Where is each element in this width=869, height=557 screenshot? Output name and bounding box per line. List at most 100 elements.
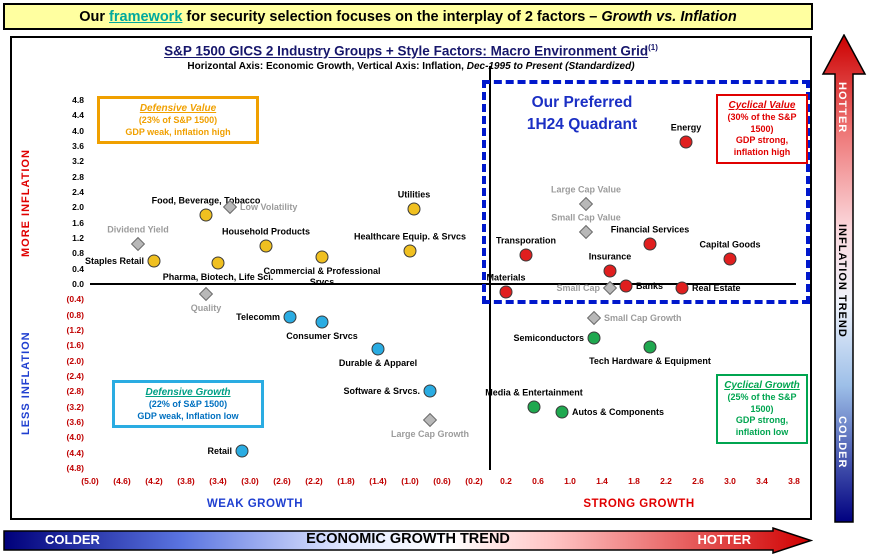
economic-growth-trend-bar: COLDER ECONOMIC GROWTH TREND HOTTER bbox=[3, 527, 813, 554]
inflation-gradient-arrow bbox=[821, 34, 867, 523]
y-tick-label: (0.4) bbox=[66, 294, 84, 305]
label-commercial-professional-srvcs: Commercial & Professional Srvcs bbox=[263, 266, 381, 287]
x-tick-label: (0.6) bbox=[433, 476, 451, 486]
y-tick-label: (3.6) bbox=[66, 416, 84, 427]
label-telecomm: Telecomm bbox=[236, 311, 280, 322]
x-tick-label: 1.4 bbox=[596, 476, 608, 486]
y-tick-label: 2.8 bbox=[72, 171, 84, 182]
x-tick-label: 3.8 bbox=[788, 476, 800, 486]
x-tick-label: (1.0) bbox=[401, 476, 419, 486]
point-energy bbox=[679, 135, 693, 149]
point-tech-hardware-equipment bbox=[643, 340, 657, 354]
point-consumer-srvcs bbox=[315, 315, 329, 329]
right-bar-colder-label: COLDER bbox=[836, 416, 848, 469]
defensive-growth-title: Defensive Growth bbox=[145, 387, 231, 398]
x-tick-label: 0.6 bbox=[532, 476, 544, 486]
point-banks bbox=[619, 279, 633, 293]
preferred-quadrant-outline bbox=[482, 80, 810, 304]
label-household-products: Household Products bbox=[221, 226, 311, 237]
point-small-cap-value bbox=[578, 225, 594, 240]
y-tick-label: 3.2 bbox=[72, 156, 84, 167]
y-tick-label: (2.8) bbox=[66, 386, 84, 397]
y-tick-label: (4.0) bbox=[66, 432, 84, 443]
point-capital-goods bbox=[723, 252, 737, 266]
y-tick-label: (4.8) bbox=[66, 462, 84, 473]
y-tick-label: (4.4) bbox=[66, 447, 84, 458]
x-tick-label: (3.4) bbox=[209, 476, 227, 486]
label-autos-components: Autos & Components bbox=[572, 407, 664, 418]
label-small-cap-value: Small Cap Value bbox=[551, 212, 621, 223]
defensive-growth-description: GDP weak, Inflation low bbox=[137, 410, 239, 421]
chart-title: S&P 1500 GICS 2 Industry Groups + Style … bbox=[12, 43, 810, 59]
cyclical-growth-box: Cyclical Growth (25% of the S&P 1500) GD… bbox=[716, 374, 808, 444]
label-food-beverage-tobacco: Food, Beverage, Tobacco bbox=[151, 195, 261, 206]
y-tick-label: (1.6) bbox=[66, 340, 84, 351]
preferred-quadrant-label: Our Preferred 1H24 Quadrant bbox=[467, 92, 697, 135]
point-small-cap bbox=[602, 280, 618, 295]
label-capital-goods: Capital Goods bbox=[699, 239, 761, 250]
y-tick-label: 4.4 bbox=[72, 110, 84, 121]
y-tick-label: (1.2) bbox=[66, 324, 84, 335]
chart-title-footnote-marker: (1) bbox=[648, 43, 658, 52]
x-axis-label-weak-growth: WEAK GROWTH bbox=[206, 498, 304, 510]
label-retail: Retail bbox=[207, 445, 232, 456]
cyclical-value-share: (30% of the S&P 1500) bbox=[727, 112, 797, 134]
bottom-bar-title: ECONOMIC GROWTH TREND bbox=[306, 531, 510, 547]
cyclical-value-description: GDP strong, inflation high bbox=[733, 135, 791, 158]
x-tick-label: (5.0) bbox=[81, 476, 99, 486]
defensive-value-share: (23% of S&P 1500) bbox=[138, 115, 218, 125]
point-dividend-yield bbox=[130, 236, 146, 251]
defensive-value-box: Defensive Value (23% of S&P 1500) GDP we… bbox=[97, 96, 259, 145]
x-tick-label: 1.0 bbox=[564, 476, 576, 486]
x-tick-label: (1.8) bbox=[337, 476, 355, 486]
point-food-beverage-tobacco bbox=[199, 208, 213, 222]
x-tick-label: (3.8) bbox=[177, 476, 195, 486]
point-quality bbox=[198, 286, 214, 301]
banner-text-middle: for security selection focuses on the in… bbox=[182, 8, 602, 25]
y-tick-label: (2.0) bbox=[66, 355, 84, 366]
chart-frame: S&P 1500 GICS 2 Industry Groups + Style … bbox=[10, 36, 812, 520]
y-tick-label: (2.4) bbox=[66, 370, 84, 381]
economic-growth-gradient-arrow bbox=[3, 527, 813, 554]
point-pharma-biotech-life-sci bbox=[211, 256, 225, 270]
label-large-cap-growth: Large Cap Growth bbox=[390, 429, 470, 440]
point-healthcare-equip-srvcs bbox=[403, 244, 417, 258]
point-large-cap-growth bbox=[422, 413, 438, 428]
label-materials: Materials bbox=[486, 272, 526, 283]
zero-horizontal-axis-line bbox=[90, 283, 796, 285]
framework-link[interactable]: framework bbox=[109, 8, 183, 25]
point-materials bbox=[499, 285, 513, 299]
point-media-entertainment bbox=[527, 400, 541, 414]
bottom-bar-hotter-label: HOTTER bbox=[697, 532, 751, 547]
point-commercial-professional-srvcs bbox=[315, 250, 329, 264]
point-autos-components bbox=[555, 405, 569, 419]
label-real-estate: Real Estate bbox=[692, 282, 741, 293]
scatter-plot: Staples Retail Food, Beverage, Tobacco Pha… bbox=[12, 38, 810, 518]
y-tick-label: 3.6 bbox=[72, 140, 84, 151]
chart-subtitle-italic: Dec-1995 to Present (Standardized) bbox=[466, 61, 635, 72]
bottom-bar-colder-label: COLDER bbox=[45, 532, 100, 547]
preferred-line1: Our Preferred bbox=[531, 94, 633, 111]
x-tick-label: 3.0 bbox=[724, 476, 736, 486]
defensive-growth-box: Defensive Growth (22% of S&P 1500) GDP w… bbox=[112, 380, 264, 429]
label-tech-hardware-equipment: Tech Hardware & Equipment bbox=[589, 356, 711, 367]
label-healthcare-equip-srvcs: Healthcare Equip. & Srvcs bbox=[353, 232, 467, 243]
label-media-entertainment: Media & Entertainment bbox=[485, 387, 583, 398]
label-transporation: Transporation bbox=[495, 235, 557, 246]
point-retail bbox=[235, 444, 249, 458]
x-tick-label: (4.2) bbox=[145, 476, 163, 486]
label-large-cap-value: Large Cap Value bbox=[550, 184, 622, 195]
label-semiconductors: Semiconductors bbox=[513, 332, 584, 343]
x-tick-label: (1.4) bbox=[369, 476, 387, 486]
point-semiconductors bbox=[587, 331, 601, 345]
defensive-growth-share: (22% of S&P 1500) bbox=[148, 399, 228, 409]
x-tick-label: (0.2) bbox=[465, 476, 483, 486]
label-dividend-yield: Dividend Yield bbox=[107, 224, 169, 235]
label-software-srvcs: Software & Srvcs. bbox=[343, 386, 420, 397]
right-bar-hotter-label: HOTTER bbox=[836, 82, 848, 134]
y-tick-label: 4.0 bbox=[72, 125, 84, 136]
x-tick-label: (2.6) bbox=[273, 476, 291, 486]
label-durable-apparel: Durable & Apparel bbox=[338, 358, 418, 369]
cyclical-growth-share: (25% of the S&P 1500) bbox=[727, 392, 797, 414]
y-tick-label: 2.4 bbox=[72, 186, 84, 197]
